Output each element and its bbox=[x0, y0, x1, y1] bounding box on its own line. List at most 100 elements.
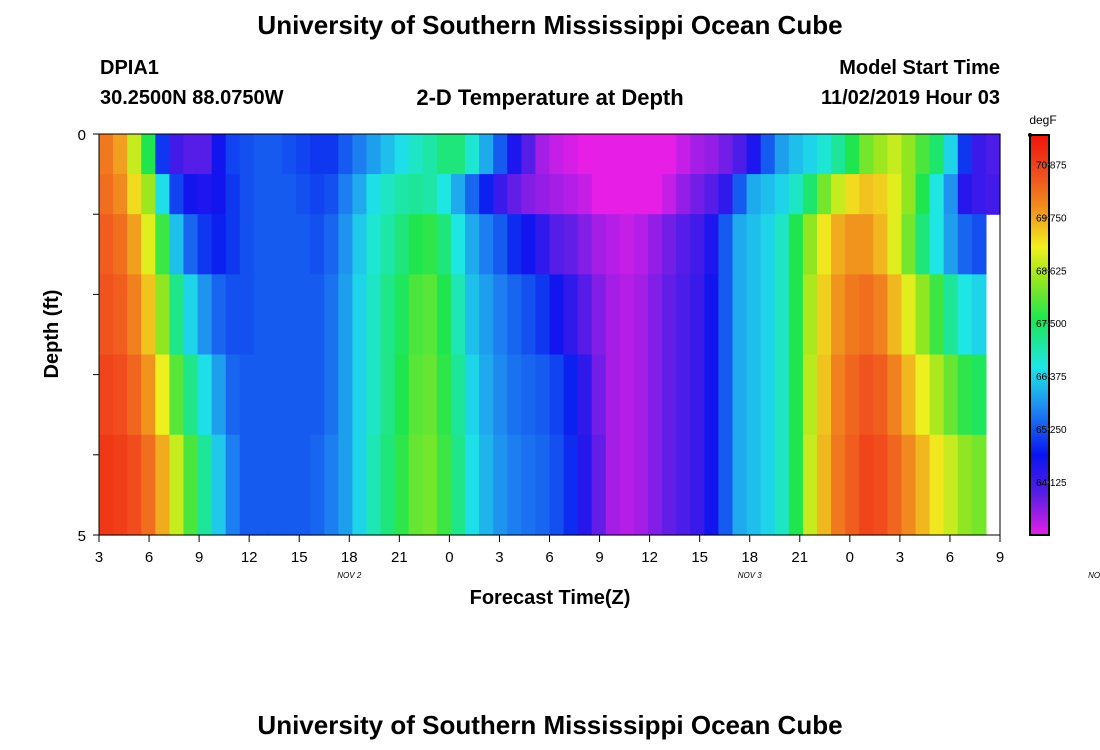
heatmap-cell bbox=[127, 434, 142, 536]
x-tick-label: 12 bbox=[241, 549, 258, 566]
heatmap-cell bbox=[267, 214, 283, 275]
heatmap-cell bbox=[211, 174, 227, 215]
heatmap-cell bbox=[380, 354, 396, 436]
heatmap-cell bbox=[493, 214, 508, 275]
heatmap-cell bbox=[380, 274, 396, 356]
heatmap-cell bbox=[633, 134, 649, 175]
heatmap-cell bbox=[282, 174, 297, 215]
heatmap-cell bbox=[788, 174, 804, 215]
heatmap-cell bbox=[549, 434, 565, 536]
heatmap-cell bbox=[197, 434, 213, 536]
heatmap-cell bbox=[577, 214, 593, 275]
heatmap-cell bbox=[648, 274, 663, 356]
x-tick-label: 21 bbox=[391, 549, 408, 566]
heatmap-cell bbox=[296, 214, 311, 275]
heatmap-cells bbox=[99, 134, 1001, 536]
heatmap-cell bbox=[211, 274, 227, 356]
heatmap-cell bbox=[591, 174, 607, 215]
heatmap-cell bbox=[929, 274, 945, 356]
heatmap-cell bbox=[732, 174, 748, 215]
x-tick-label: 21 bbox=[791, 549, 808, 566]
colorbar-tick-label: 64.125 bbox=[1036, 478, 1067, 489]
heatmap-cell bbox=[352, 174, 368, 215]
heatmap-cell bbox=[971, 274, 987, 356]
heatmap-cell bbox=[450, 354, 466, 436]
heatmap-cell bbox=[239, 134, 255, 175]
heatmap-cell bbox=[197, 214, 213, 275]
heatmap-cell bbox=[929, 174, 945, 215]
heatmap-cell bbox=[436, 354, 452, 436]
heatmap-cell bbox=[831, 434, 846, 536]
heatmap-cell bbox=[704, 274, 720, 356]
heatmap-cell bbox=[127, 214, 142, 275]
heatmap-cell bbox=[591, 434, 607, 536]
heatmap-cell bbox=[211, 354, 227, 436]
heatmap-cell bbox=[859, 174, 874, 215]
heatmap-cell bbox=[450, 134, 466, 175]
heatmap-cell bbox=[253, 214, 269, 275]
heatmap-cell bbox=[310, 134, 325, 175]
heatmap-cell bbox=[943, 434, 959, 536]
heatmap-cell bbox=[577, 174, 593, 215]
heatmap-cell bbox=[831, 214, 846, 275]
heatmap-cell bbox=[591, 354, 607, 436]
heatmap-cell bbox=[436, 274, 452, 356]
heatmap-cell bbox=[422, 174, 438, 215]
x-tick-label: 12 bbox=[641, 549, 658, 566]
heatmap-cell bbox=[324, 434, 339, 536]
heatmap-cell bbox=[479, 434, 494, 536]
heatmap-cell bbox=[493, 434, 508, 536]
colorbar-tick-label: 65.250 bbox=[1036, 425, 1067, 436]
heatmap-cell bbox=[943, 274, 959, 356]
heatmap-cell bbox=[267, 274, 283, 356]
heatmap-cell bbox=[535, 274, 551, 356]
heatmap-cell bbox=[422, 214, 438, 275]
colorbar-unit: degF bbox=[1029, 113, 1056, 127]
x-date-label: NOV 2 bbox=[337, 571, 362, 580]
heatmap-cell bbox=[380, 434, 396, 536]
heatmap-cell bbox=[831, 174, 846, 215]
heatmap-cell bbox=[99, 174, 114, 215]
heatmap-cell bbox=[774, 174, 790, 215]
heatmap-cell bbox=[366, 354, 382, 436]
heatmap-cell bbox=[141, 174, 156, 215]
heatmap-cell bbox=[535, 434, 551, 536]
heatmap-cell bbox=[774, 214, 790, 275]
heatmap-cell bbox=[971, 174, 987, 215]
heatmap-cell bbox=[943, 354, 959, 436]
heatmap-cell bbox=[436, 134, 452, 175]
heatmap-cell bbox=[211, 134, 227, 175]
heatmap-cell bbox=[831, 134, 846, 175]
heatmap-cell bbox=[662, 354, 677, 436]
heatmap-cell bbox=[845, 434, 860, 536]
heatmap-cell bbox=[493, 134, 508, 175]
heatmap-cell bbox=[479, 354, 494, 436]
heatmap-cell bbox=[296, 274, 311, 356]
heatmap-cell bbox=[465, 434, 480, 536]
heatmap-cell bbox=[296, 174, 311, 215]
heatmap-cell bbox=[746, 174, 762, 215]
heatmap-cell bbox=[648, 354, 663, 436]
heatmap-cell bbox=[479, 274, 494, 356]
heatmap-cell bbox=[225, 274, 241, 356]
heatmap-cell bbox=[352, 434, 368, 536]
heatmap-cell bbox=[549, 354, 565, 436]
heatmap-cell bbox=[465, 134, 480, 175]
heatmap-cell bbox=[704, 434, 720, 536]
heatmap-cell bbox=[887, 214, 903, 275]
heatmap-cell bbox=[845, 214, 860, 275]
x-tick-label: 3 bbox=[896, 549, 904, 566]
heatmap-cell bbox=[408, 274, 424, 356]
heatmap-cell bbox=[169, 274, 185, 356]
heatmap-cell bbox=[310, 214, 325, 275]
model-start-label: Model Start Time bbox=[839, 57, 1000, 79]
heatmap-cell bbox=[535, 214, 551, 275]
heatmap-cell bbox=[915, 214, 931, 275]
heatmap-cell bbox=[859, 354, 874, 436]
heatmap-cell bbox=[436, 214, 452, 275]
heatmap-cell bbox=[197, 354, 213, 436]
heatmap-cell bbox=[197, 134, 213, 175]
heatmap-cell bbox=[662, 434, 677, 536]
heatmap-cell bbox=[676, 434, 691, 536]
heatmap-cell bbox=[338, 274, 354, 356]
